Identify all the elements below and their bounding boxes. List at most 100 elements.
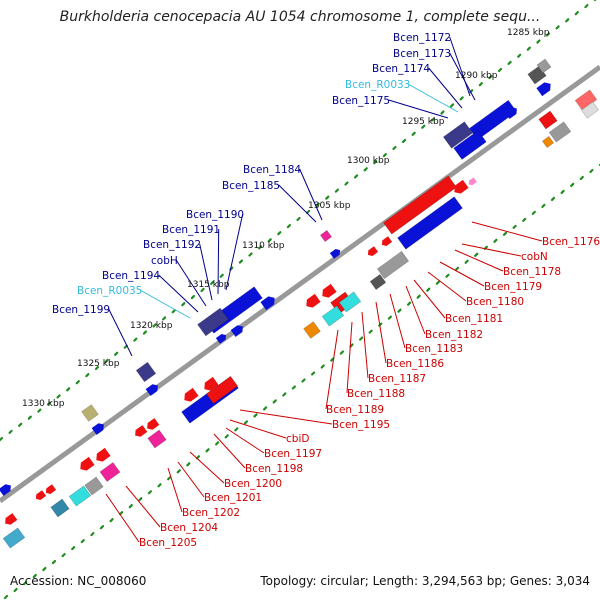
tick-dot-upper: [94, 365, 100, 371]
tick-dot-lower: [13, 587, 18, 593]
leader-line: [175, 259, 207, 307]
gene-label: Bcen_1205: [139, 537, 197, 549]
rev-arrow-body: [306, 293, 321, 308]
rev-arrow: [322, 283, 337, 298]
tick-dot-lower: [560, 189, 565, 195]
tick-label: 1330 kbp: [22, 399, 65, 409]
tick-dot-lower: [320, 364, 325, 369]
rev-arrow-body: [322, 283, 337, 298]
tick-dot-lower: [157, 483, 162, 488]
leader-line: [407, 83, 459, 113]
tick-dot-upper: [565, 18, 570, 23]
gene-label: Bcen_1200: [224, 478, 282, 490]
tick-dot-upper: [488, 74, 493, 80]
topology-summary: Topology: circular; Length: 3,294,563 bp…: [260, 574, 590, 588]
tick-dot-lower: [90, 532, 95, 537]
rev-block-body: [68, 485, 92, 507]
gene-label: Bcen_1198: [245, 463, 303, 475]
tick-dot-upper: [411, 131, 416, 136]
tick-dot-upper: [104, 358, 109, 364]
leader-line: [139, 289, 191, 319]
rev-block-body: [538, 110, 558, 130]
tick-dot-upper: [305, 209, 311, 215]
rev-block-body: [147, 429, 167, 449]
rev-block: [84, 476, 104, 496]
tick-dot-upper: [18, 422, 23, 427]
rev-arrow: [367, 246, 379, 257]
tick-dot-upper: [325, 195, 330, 200]
tick-dot-upper: [507, 60, 512, 65]
rev-block-body: [205, 375, 239, 405]
tick-dot-lower: [474, 252, 479, 257]
fwd-block: [197, 307, 229, 337]
tick-dot-lower: [32, 573, 37, 579]
fwd-arrow-body: [0, 484, 11, 496]
tick-dot-upper: [8, 429, 13, 435]
fwd-block-body: [442, 121, 474, 149]
rev-block: [538, 110, 558, 130]
tick-dot-lower: [234, 427, 239, 432]
tick-dot-upper: [353, 174, 359, 179]
tick-dot-upper: [344, 181, 349, 186]
tick-label: 1325 kbp: [77, 359, 120, 369]
leader-line: [158, 274, 199, 313]
leader-line: [427, 271, 467, 302]
tick-dot-lower: [550, 196, 556, 202]
gene-label: Bcen_1186: [386, 358, 444, 370]
rev-block-body: [50, 498, 70, 518]
tick-dot-upper: [315, 202, 320, 207]
leader-line: [346, 321, 353, 394]
rev-arrow-body: [204, 376, 219, 391]
rev-arrow-body: [96, 447, 111, 462]
tick-dot-lower: [397, 308, 402, 313]
tick-dot-upper: [219, 273, 224, 278]
tick-dot-lower: [531, 210, 536, 215]
tick-dot-upper: [574, 11, 579, 16]
tick-dot-upper: [162, 316, 167, 321]
rev-block: [376, 250, 410, 280]
rev-arrow: [147, 418, 160, 430]
tick-dot-upper: [401, 138, 407, 144]
tick-dot-lower: [502, 231, 508, 236]
gene-label: Bcen_1180: [466, 296, 524, 308]
rev-block: [580, 101, 600, 119]
gene-label: Bcen_1190: [186, 209, 244, 221]
fwd-arrow-body: [215, 333, 227, 344]
tick-label: 1320 kbp: [130, 321, 173, 331]
rev-arrow-body: [5, 513, 18, 525]
fwd-arrow: [260, 296, 275, 311]
gene-labels: Bcen_1172 Bcen_1173 Bcen_1174 Bcen_R0033 Bce…: [52, 32, 600, 549]
leader-line: [375, 301, 387, 364]
tick-dot-upper: [517, 53, 522, 58]
rev-block: [548, 121, 572, 143]
gene-label: Bcen_1175: [332, 95, 390, 107]
tick-dot-upper: [0, 436, 4, 442]
tick-dot-upper: [459, 96, 464, 101]
tick-dot-upper: [66, 387, 71, 392]
tick-dot-upper: [46, 401, 52, 406]
gene-label: Bcen_1183: [405, 343, 463, 355]
rev-block-body: [397, 196, 463, 250]
rev-block-body: [99, 462, 121, 482]
tick-dot-lower: [167, 476, 172, 481]
tick-dot-lower: [128, 504, 133, 509]
tick-dot-upper: [152, 323, 157, 328]
fwd-arrow-body: [536, 82, 551, 97]
rev-arrow-body: [35, 490, 47, 501]
gene-label: Bcen_1199: [52, 304, 110, 316]
leader-line: [471, 221, 543, 242]
leader-line: [278, 184, 317, 223]
leader-line: [461, 243, 522, 257]
rev-block: [383, 175, 457, 235]
map-title: Burkholderia cenocepacia AU 1054 chromos…: [59, 9, 541, 25]
tick-dot-lower: [339, 350, 344, 355]
position-ticks: 1285 kbp 1290 kbp 1295 kbp 1300 kbp 1305 kbp…: [22, 28, 550, 409]
tick-dot-upper: [584, 3, 589, 9]
tick-dot-upper: [334, 188, 339, 193]
leader-line: [108, 308, 133, 357]
gene-label: Bcen_1185: [222, 180, 280, 192]
gene-label: Bcen_1182: [425, 329, 483, 341]
fwd-block-body: [536, 58, 552, 74]
leader-line: [239, 409, 333, 425]
